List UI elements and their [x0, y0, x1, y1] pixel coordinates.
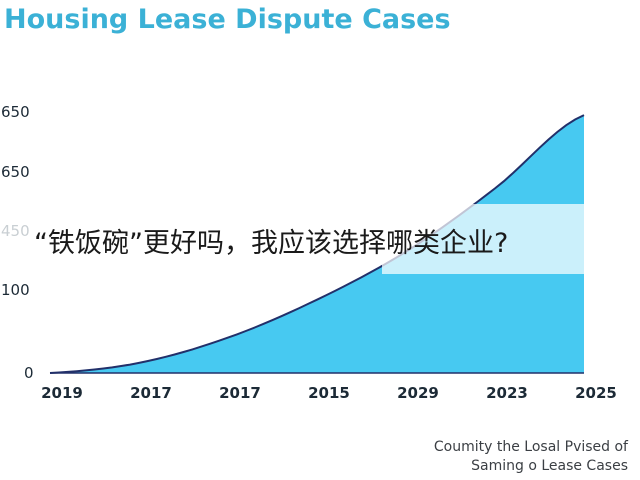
overlay-headline: “铁饭碗”更好吗，我应该选择哪类企业? — [34, 228, 509, 259]
chart-title: Housing Lease Dispute Cases — [4, 4, 451, 35]
x-tick-label: 2029 — [397, 384, 439, 402]
overlay-highlight-band — [382, 204, 584, 274]
caption-line-1: Coumity the Losal Pvised of — [433, 439, 628, 455]
x-tick-label: 2019 — [41, 384, 83, 402]
x-tick-label: 2017 — [219, 384, 261, 402]
x-tick-label: 2023 — [486, 384, 528, 402]
y-tick-label: 650 — [1, 163, 30, 181]
area-fill — [50, 115, 584, 373]
y-tick-label: 450 — [1, 222, 30, 240]
caption-line-2: Saming o Lease Cases — [471, 458, 628, 474]
plot-area — [49, 114, 585, 374]
x-tick-label: 2025 — [575, 384, 617, 402]
x-tick-label: 2015 — [308, 384, 350, 402]
x-tick-label: 2017 — [130, 384, 172, 402]
y-tick-label: 100 — [1, 281, 30, 299]
x-axis: 2019 2017 2017 2015 2029 2023 2025 — [41, 384, 617, 402]
y-tick-label: 0 — [24, 364, 34, 382]
y-axis: 0 100 450 650 650 — [1, 103, 34, 382]
series-line — [49, 114, 585, 374]
chart-caption: Coumity the Losal Pvised of Saming o Lea… — [434, 438, 628, 476]
y-tick-label: 650 — [1, 103, 30, 121]
